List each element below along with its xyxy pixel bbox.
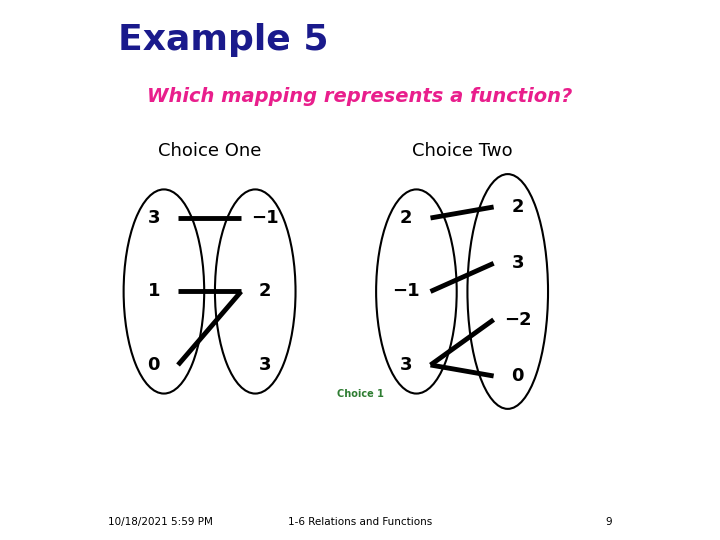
Text: Choice 1: Choice 1: [336, 389, 384, 399]
Text: 2: 2: [511, 198, 524, 216]
Text: 2: 2: [259, 282, 271, 300]
Text: 0: 0: [148, 356, 160, 374]
Text: 10/18/2021 5:59 PM: 10/18/2021 5:59 PM: [107, 517, 212, 527]
Text: −2: −2: [504, 310, 531, 329]
Text: 1: 1: [148, 282, 160, 300]
Text: 1-6 Relations and Functions: 1-6 Relations and Functions: [288, 517, 432, 527]
Text: Which mapping represents a function?: Which mapping represents a function?: [148, 87, 572, 106]
Text: Choice Two: Choice Two: [412, 142, 513, 160]
Text: 0: 0: [511, 367, 524, 385]
Text: 2: 2: [400, 209, 413, 227]
Text: −1: −1: [392, 282, 420, 300]
Text: 9: 9: [606, 517, 613, 527]
Text: 3: 3: [400, 356, 413, 374]
Text: 3: 3: [259, 356, 271, 374]
Text: 3: 3: [148, 209, 160, 227]
Text: Example 5: Example 5: [118, 23, 329, 57]
Text: 3: 3: [511, 254, 524, 272]
Text: −1: −1: [251, 209, 279, 227]
Text: Choice One: Choice One: [158, 142, 261, 160]
